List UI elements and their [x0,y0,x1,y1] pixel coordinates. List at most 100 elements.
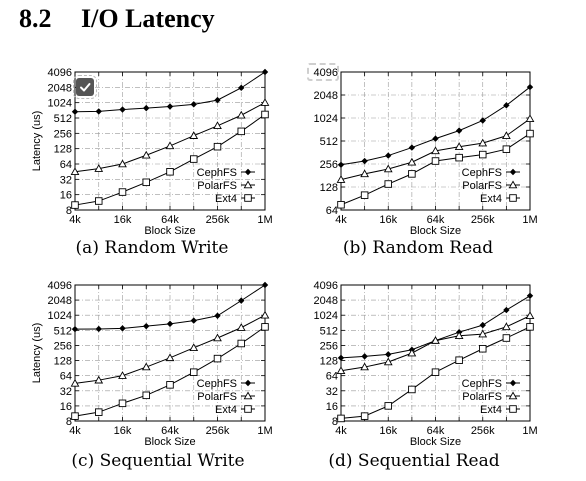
y-tick-label: 256 [320,340,338,352]
series-ext4 [337,129,534,209]
diamond-marker [166,320,174,328]
section-number: 8.2 [19,4,52,33]
chart-panel: 8 16 32 64 128 256 512 1024 2048 4096 4k 16k 64k 256k… [314,280,538,471]
triangle-marker [360,362,369,371]
diamond-marker [119,325,126,332]
triangle-marker [70,378,80,387]
y-tick-label: 128 [320,182,338,194]
x-tick-label: 16k [114,214,132,226]
square-marker [455,153,463,162]
x-tick-label: 256k [206,214,230,226]
square-marker [509,405,517,413]
x-tick-label: 64k [427,425,445,437]
triangle-marker [508,180,518,189]
triangle-marker [525,114,535,123]
section-heading: 8.2 I/O Latency [19,4,215,34]
x-tick-label: 64k [427,214,445,226]
square-marker [142,391,150,400]
legend-label: PolarFS [462,180,502,192]
x-tick-label: 256k [206,425,230,437]
diamond-marker [526,83,534,91]
diamond-marker [119,106,126,113]
diamond-marker [95,108,102,115]
diamond-marker [261,281,269,289]
square-marker [502,334,511,342]
diamond-marker [361,353,368,360]
triangle-marker [383,164,393,173]
triangle-marker [431,146,440,155]
checkmark-icon [80,83,91,92]
diamond-marker [238,297,245,304]
y-axis-label: Latency (us) [31,111,43,172]
square-marker [244,194,252,202]
square-marker [261,323,269,331]
chart-caption: (c) Sequential Write [71,451,244,471]
x-tick-label: 16k [114,425,132,437]
x-axis-label: Block Size [144,436,195,448]
y-tick-label: 128 [54,356,72,368]
x-tick-label: 1M [522,425,537,437]
diamond-marker [361,157,368,165]
diamond-marker [238,84,245,92]
diamond-marker [244,168,252,176]
legend-label: CephFS [462,378,502,390]
y-tick-label: 512 [320,325,338,337]
x-tick-label: 256k [471,214,495,226]
diamond-marker [190,317,197,324]
diamond-marker [479,321,486,329]
y-tick-label: 512 [54,113,72,125]
square-marker [71,201,79,209]
triangle-marker [243,391,253,400]
selection-checkbox[interactable] [73,75,97,99]
x-tick-label: 4k [69,214,81,226]
diamond-marker [95,325,102,333]
diamond-marker [509,168,517,176]
triangle-marker [189,131,199,139]
triangle-marker [502,322,511,331]
square-marker [526,129,534,138]
square-marker [526,323,534,331]
square-marker [213,142,222,151]
y-tick-label: 4096 [48,280,72,292]
x-tick-label: 4k [335,214,347,226]
y-tick-label: 4096 [48,67,72,79]
x-tick-label: 4k [335,425,347,437]
square-marker [244,405,252,413]
square-marker [509,194,517,202]
y-tick-label: 16 [60,190,72,202]
y-tick-label: 64 [60,159,72,171]
dashed-frame-icon[interactable] [307,63,339,81]
triangle-marker [118,159,127,168]
diamond-marker [166,103,174,110]
y-tick-label: 128 [54,144,72,156]
square-marker [360,191,369,199]
chart-panel: 64 128 256 512 1024 2048 4096 4k 16k 64k 256k 1M Blo… [314,67,538,258]
diamond-marker [432,135,439,142]
chart-caption: (a) Random Write [76,238,229,258]
y-tick-label: 8 [66,205,72,217]
y-tick-label: 1024 [48,98,72,110]
y-tick-label: 2048 [314,295,338,307]
square-marker [237,339,245,348]
y-tick-label: 1024 [314,310,338,322]
x-axis-label: Block Size [410,436,461,448]
series-polarfs [70,310,270,387]
square-marker [384,402,393,410]
triangle-marker [525,311,535,319]
triangle-marker [189,343,199,352]
square-marker [166,168,174,176]
y-tick-label: 4096 [314,280,338,292]
square-marker [237,127,245,136]
square-marker [71,412,79,420]
triangle-marker [260,310,270,319]
chart-caption: (b) Random Read [343,238,493,258]
triangle-marker [236,110,246,119]
series-polarfs [336,114,535,183]
y-tick-label: 256 [54,340,72,352]
legend-label: Ext4 [215,404,237,416]
square-marker [431,368,440,376]
x-tick-label: 64k [161,425,179,437]
